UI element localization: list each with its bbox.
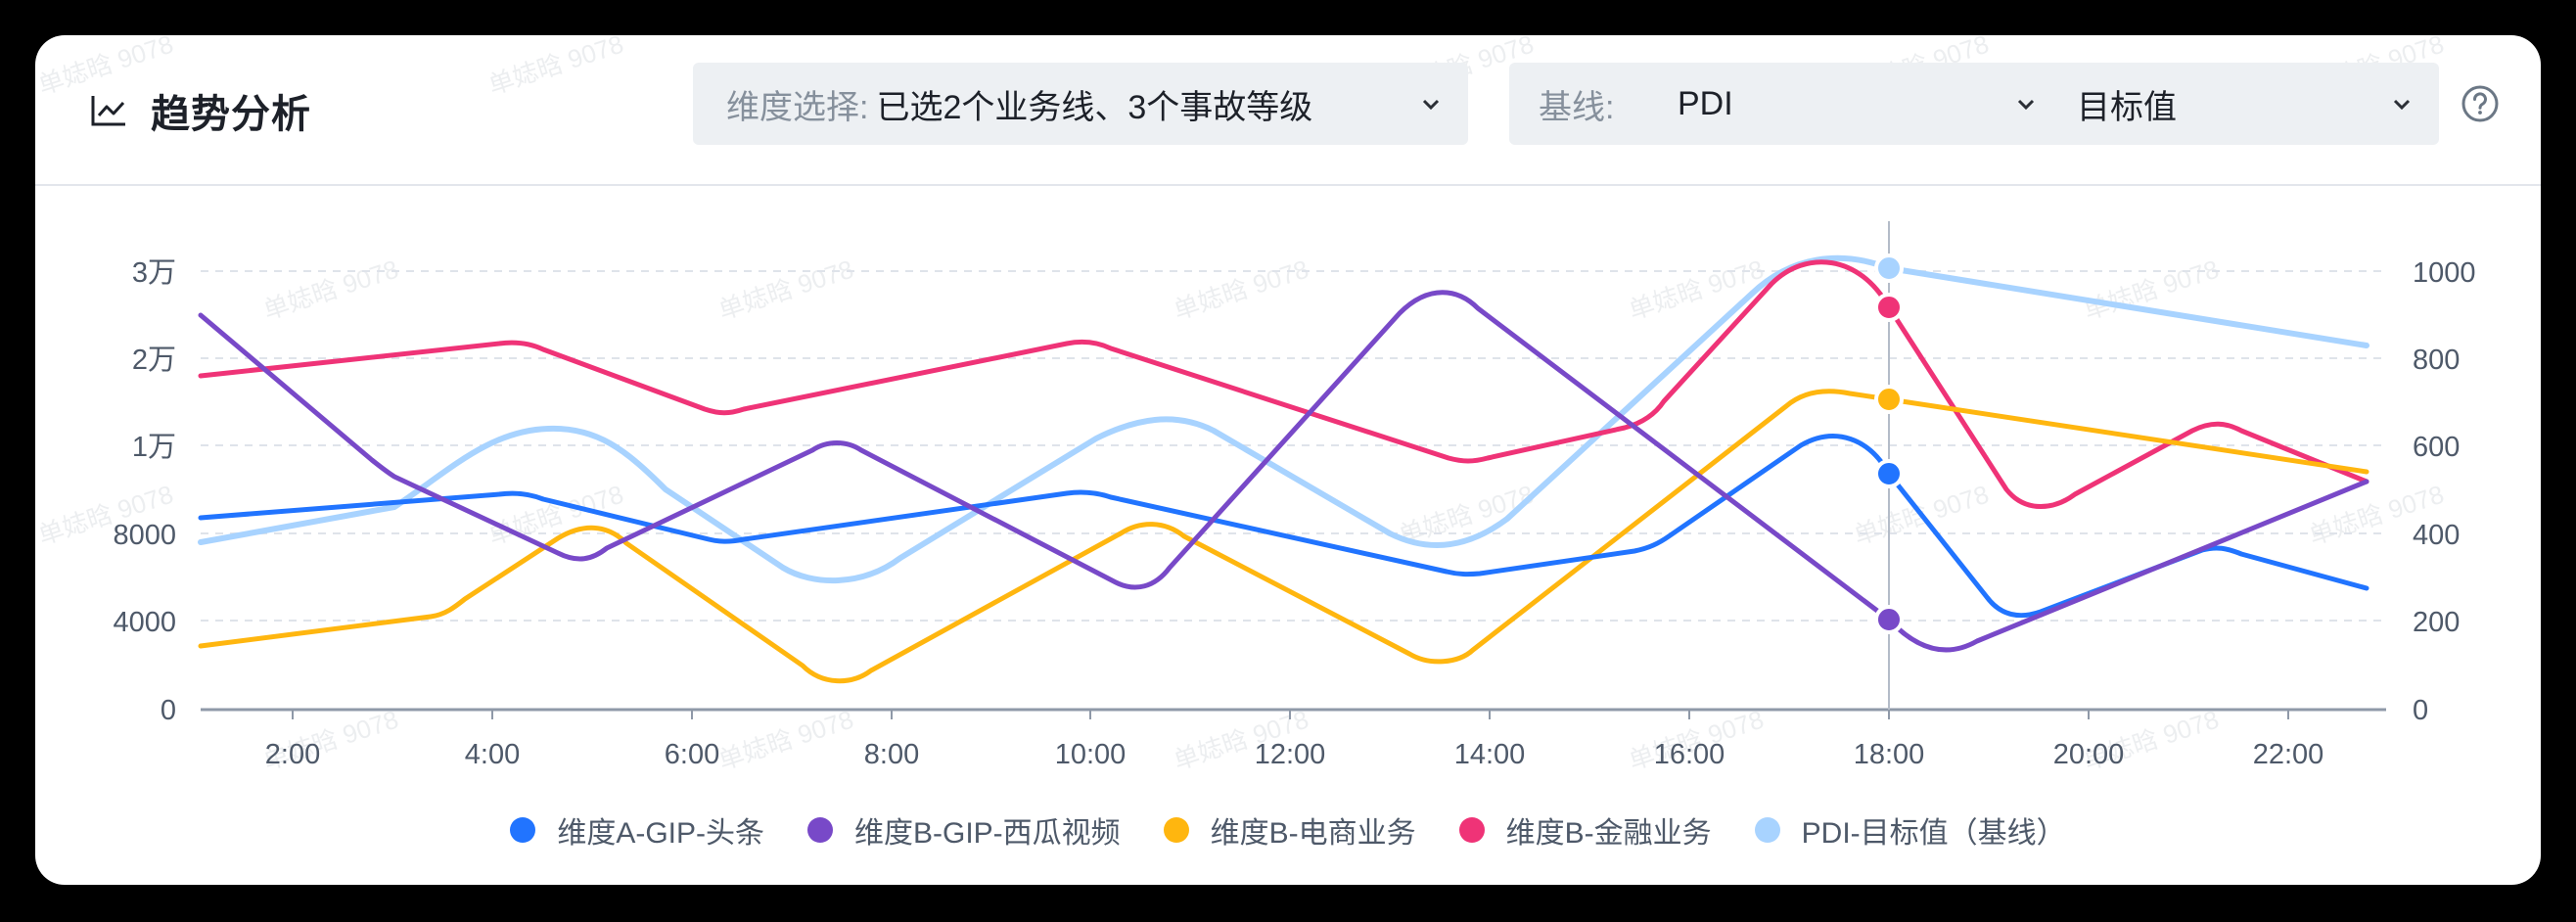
card-header: 趋势分析 维度选择: 已选2个业务线、3个事故等级 基线: PDI 目标值	[35, 35, 2541, 186]
marker-xigua	[1874, 605, 1904, 634]
svg-text:16:00: 16:00	[1654, 739, 1725, 770]
page-title: 趋势分析	[151, 93, 311, 136]
legend-item-ecommerce[interactable]: 维度B-电商业务	[1163, 808, 1416, 852]
svg-text:4000: 4000	[113, 607, 176, 638]
legend-dot-icon	[510, 817, 536, 843]
svg-text:8000: 8000	[113, 520, 176, 551]
hover-markers	[1874, 254, 1904, 634]
legend-item-xigua[interactable]: 维度B-GIP-西瓜视频	[807, 808, 1121, 852]
svg-text:400: 400	[2413, 520, 2460, 551]
svg-text:22:00: 22:00	[2253, 739, 2324, 770]
right-y-axis: 0 200 400 600 800 1000	[2413, 257, 2476, 726]
metric-select-value[interactable]: 目标值	[2077, 88, 2177, 126]
svg-text:6:00: 6:00	[665, 739, 719, 770]
title-group: 趋势分析	[90, 82, 311, 139]
svg-text:4:00: 4:00	[465, 739, 520, 770]
legend-label: PDI-目标值（基线）	[1801, 817, 2066, 850]
svg-text:1000: 1000	[2413, 257, 2476, 289]
grid-lines	[201, 270, 2386, 622]
svg-text:800: 800	[2413, 345, 2460, 376]
svg-text:0: 0	[161, 695, 176, 726]
svg-text:1万: 1万	[132, 432, 176, 463]
left-y-axis: 0 4000 8000 1万 2万 3万	[113, 257, 176, 726]
svg-text:10:00: 10:00	[1055, 739, 1127, 770]
chevron-down-icon[interactable]	[2016, 98, 2036, 112]
marker-finance	[1874, 293, 1904, 322]
series-line-pdi-target[interactable]	[198, 254, 2369, 584]
question-circle-icon[interactable]	[2461, 84, 2500, 123]
svg-text:2:00: 2:00	[265, 739, 320, 770]
line-chart-icon	[91, 96, 125, 126]
legend-label: 维度B-电商业务	[1210, 817, 1416, 850]
marker-ecommerce	[1874, 385, 1904, 414]
svg-text:14:00: 14:00	[1454, 739, 1526, 770]
legend-label: 维度A-GIP-头条	[557, 817, 764, 850]
baseline-select-value[interactable]: PDI	[1678, 84, 1733, 122]
marker-toutiao	[1874, 459, 1904, 488]
trend-analysis-card: 单娡晗 9078 单娡晗 9078 单娡晗 9078 单娡晗 9078 单娡晗 …	[35, 35, 2541, 885]
marker-pdi	[1874, 254, 1904, 283]
svg-text:600: 600	[2413, 432, 2460, 463]
svg-text:200: 200	[2413, 607, 2460, 638]
baseline-select-label: 基线:	[1539, 88, 1615, 126]
svg-text:2万: 2万	[132, 345, 176, 376]
baseline-select-group: 基线: PDI 目标值	[1509, 63, 2439, 145]
chevron-down-icon[interactable]	[2392, 98, 2412, 112]
svg-text:12:00: 12:00	[1255, 739, 1326, 770]
x-axis-labels: 2:00 4:00 6:00 8:00 10:00 12:00 14:00 16…	[265, 739, 2324, 770]
legend-label: 维度B-GIP-西瓜视频	[854, 817, 1121, 850]
series-line-finance[interactable]	[198, 259, 2369, 509]
legend-item-toutiao[interactable]: 维度A-GIP-头条	[510, 808, 764, 852]
dimension-select[interactable]: 维度选择: 已选2个业务线、3个事故等级	[693, 63, 1468, 145]
series-line-toutiao[interactable]	[198, 434, 2369, 619]
legend-dot-icon	[807, 817, 833, 843]
legend-item-pdi-target[interactable]: PDI-目标值（基线）	[1754, 808, 2066, 852]
chart-legend: 维度A-GIP-头条 维度B-GIP-西瓜视频 维度B-电商业务 维度B-金融业…	[35, 808, 2541, 852]
svg-text:20:00: 20:00	[2053, 739, 2125, 770]
dimension-select-label: 维度选择:	[726, 88, 869, 126]
svg-text:3万: 3万	[132, 257, 176, 289]
legend-dot-icon	[1163, 817, 1189, 843]
legend-item-finance[interactable]: 维度B-金融业务	[1458, 808, 1712, 852]
svg-text:18:00: 18:00	[1854, 739, 1925, 770]
trend-line-chart: 0 4000 8000 1万 2万 3万 0 200 400 600 800 1…	[113, 221, 2476, 770]
chevron-down-icon	[1422, 99, 1440, 111]
legend-dot-icon	[1754, 817, 1780, 843]
dimension-select-value: 已选2个业务线、3个事故等级	[876, 88, 1313, 126]
svg-text:0: 0	[2413, 695, 2428, 726]
legend-label: 维度B-金融业务	[1505, 817, 1712, 850]
x-axis-ticks	[292, 710, 2289, 719]
legend-dot-icon	[1458, 817, 1485, 843]
series-line-ecommerce[interactable]	[198, 389, 2369, 684]
svg-text:8:00: 8:00	[864, 739, 919, 770]
